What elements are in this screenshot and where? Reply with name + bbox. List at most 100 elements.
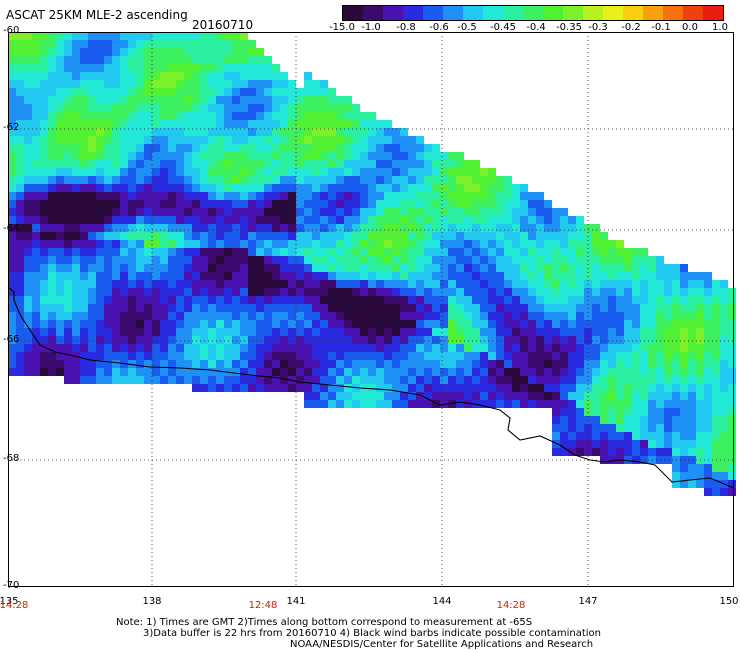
wind-cell bbox=[248, 96, 256, 104]
wind-cell bbox=[576, 312, 584, 320]
wind-cell bbox=[712, 312, 720, 320]
wind-cell bbox=[432, 248, 440, 256]
wind-cell bbox=[144, 264, 152, 272]
wind-cell bbox=[424, 200, 432, 208]
wind-cell bbox=[224, 312, 232, 320]
wind-cell bbox=[440, 200, 448, 208]
wind-cell bbox=[216, 152, 224, 160]
wind-cell bbox=[136, 136, 144, 144]
wind-cell bbox=[216, 368, 224, 376]
wind-cell bbox=[488, 256, 496, 264]
wind-cell bbox=[432, 376, 440, 384]
wind-cell bbox=[24, 184, 32, 192]
wind-cell bbox=[448, 248, 456, 256]
wind-cell bbox=[280, 208, 288, 216]
wind-cell bbox=[416, 240, 424, 248]
wind-cell bbox=[192, 176, 200, 184]
wind-cell bbox=[424, 336, 432, 344]
wind-cell bbox=[264, 104, 272, 112]
wind-cell bbox=[144, 336, 152, 344]
wind-cell bbox=[320, 280, 328, 288]
wind-cell bbox=[328, 160, 336, 168]
wind-cell bbox=[128, 224, 136, 232]
wind-cell bbox=[360, 296, 368, 304]
wind-cell bbox=[576, 392, 584, 400]
wind-cell bbox=[568, 216, 576, 224]
wind-cell bbox=[112, 360, 120, 368]
wind-cell bbox=[352, 248, 360, 256]
wind-cell bbox=[352, 208, 360, 216]
wind-cell bbox=[664, 304, 672, 312]
wind-cell bbox=[440, 160, 448, 168]
wind-cell bbox=[432, 160, 440, 168]
wind-cell bbox=[344, 312, 352, 320]
wind-cell bbox=[288, 248, 296, 256]
wind-cell bbox=[400, 200, 408, 208]
wind-cell bbox=[480, 224, 488, 232]
wind-cell bbox=[8, 184, 16, 192]
wind-cell bbox=[184, 112, 192, 120]
wind-cell bbox=[80, 376, 88, 384]
wind-cell bbox=[8, 80, 16, 88]
wind-cell bbox=[336, 320, 344, 328]
wind-cell bbox=[688, 280, 696, 288]
wind-cell bbox=[432, 344, 440, 352]
wind-cell bbox=[576, 264, 584, 272]
wind-cell bbox=[176, 272, 184, 280]
wind-cell bbox=[104, 352, 112, 360]
wind-cell bbox=[32, 144, 40, 152]
wind-cell bbox=[200, 40, 208, 48]
wind-cell bbox=[496, 176, 504, 184]
wind-cell bbox=[208, 208, 216, 216]
wind-cell bbox=[416, 296, 424, 304]
wind-cell bbox=[64, 360, 72, 368]
wind-cell bbox=[352, 336, 360, 344]
wind-cell bbox=[32, 368, 40, 376]
wind-cell bbox=[96, 304, 104, 312]
wind-cell bbox=[344, 344, 352, 352]
wind-cell bbox=[512, 352, 520, 360]
wind-cell bbox=[416, 208, 424, 216]
wind-cell bbox=[192, 168, 200, 176]
wind-cell bbox=[664, 312, 672, 320]
wind-cell bbox=[432, 208, 440, 216]
wind-cell bbox=[48, 176, 56, 184]
wind-cell bbox=[528, 256, 536, 264]
wind-cell bbox=[440, 272, 448, 280]
wind-cell bbox=[696, 480, 704, 488]
wind-cell bbox=[272, 264, 280, 272]
wind-cell bbox=[688, 432, 696, 440]
wind-cell bbox=[392, 280, 400, 288]
wind-cell bbox=[496, 272, 504, 280]
wind-cell bbox=[656, 376, 664, 384]
wind-cell bbox=[32, 224, 40, 232]
wind-cell bbox=[64, 256, 72, 264]
wind-cell bbox=[280, 112, 288, 120]
wind-cell bbox=[128, 168, 136, 176]
wind-cell bbox=[392, 384, 400, 392]
wind-cell bbox=[560, 216, 568, 224]
wind-cell bbox=[536, 368, 544, 376]
wind-cell bbox=[368, 304, 376, 312]
wind-cell bbox=[624, 448, 632, 456]
wind-cell bbox=[296, 360, 304, 368]
wind-cell bbox=[152, 80, 160, 88]
wind-cell bbox=[144, 232, 152, 240]
wind-cell bbox=[480, 288, 488, 296]
wind-cell bbox=[600, 296, 608, 304]
wind-cell bbox=[120, 328, 128, 336]
wind-cell bbox=[672, 280, 680, 288]
wind-cell bbox=[400, 160, 408, 168]
wind-cell bbox=[392, 360, 400, 368]
wind-cell bbox=[184, 368, 192, 376]
wind-cell bbox=[536, 264, 544, 272]
wind-cell bbox=[16, 168, 24, 176]
wind-cell bbox=[568, 352, 576, 360]
wind-cell bbox=[600, 272, 608, 280]
wind-cell bbox=[248, 80, 256, 88]
wind-cell bbox=[688, 440, 696, 448]
wind-cell bbox=[600, 256, 608, 264]
wind-cell bbox=[448, 336, 456, 344]
wind-cell bbox=[272, 192, 280, 200]
wind-cell bbox=[152, 72, 160, 80]
